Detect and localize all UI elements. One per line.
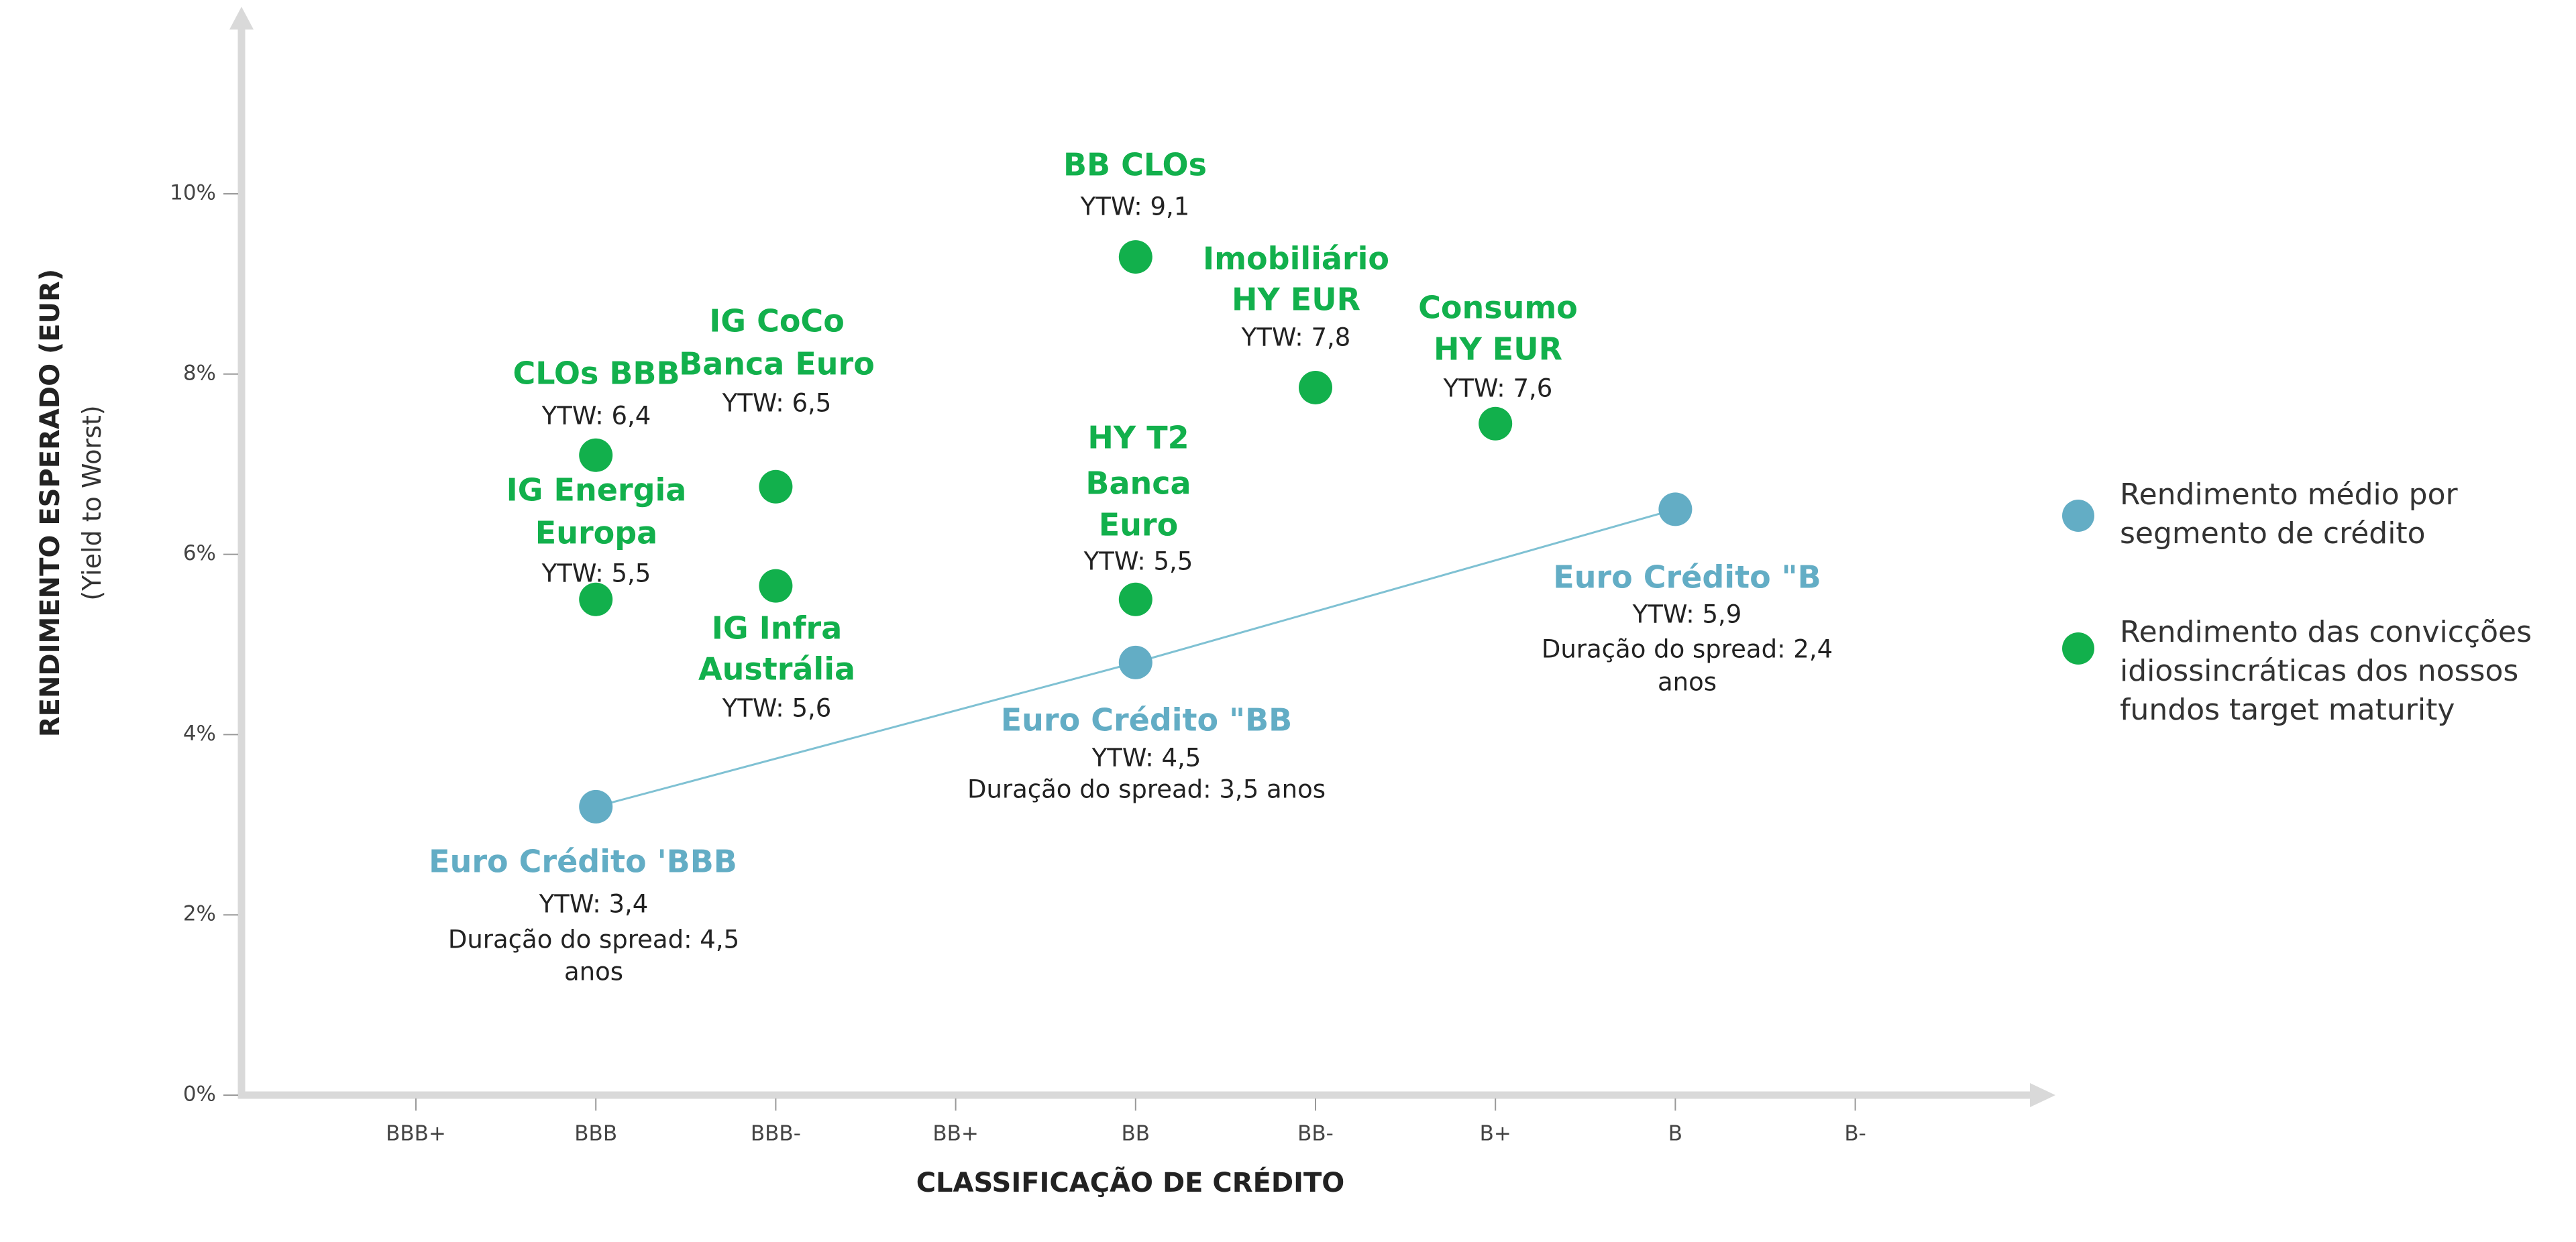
label-consumo-2: HY EUR xyxy=(1434,331,1562,368)
ytw-euro-credito-bbb: YTW: 3,4 xyxy=(539,890,649,919)
legend-label-blue-1: Rendimento médio por xyxy=(2120,477,2459,512)
x-tick-label: B+ xyxy=(1480,1122,1511,1146)
y-axis-subtitle: (Yield to Worst) xyxy=(77,405,107,600)
y-tick-label: 8% xyxy=(183,361,216,385)
x-axis-arrow xyxy=(2030,1083,2055,1107)
label-euro-credito-bb: Euro Crédito "BB xyxy=(1001,702,1293,738)
y-tick-label: 6% xyxy=(183,541,216,565)
legend-marker-green xyxy=(2062,632,2094,665)
x-tick-label: BB xyxy=(1122,1122,1150,1146)
label-hy-t2-3: Euro xyxy=(1099,507,1178,543)
average-yield-point xyxy=(1658,492,1693,526)
legend-label-green-2: idiossincráticas dos nossos xyxy=(2120,654,2518,688)
y-tick-label: 4% xyxy=(183,722,216,746)
ytw-bb-clos: YTW: 9,1 xyxy=(1080,192,1190,221)
legend: Rendimento médio por segmento de crédito… xyxy=(2062,477,2532,727)
conviction-yield-point xyxy=(579,582,613,616)
x-tick-label: BB- xyxy=(1297,1122,1334,1146)
ytw-euro-credito-bb: YTW: 4,5 xyxy=(1091,744,1201,773)
label-hy-t2: HY T2 xyxy=(1087,420,1189,456)
legend-label-blue-2: segmento de crédito xyxy=(2120,516,2426,551)
ytw-euro-credito-b: YTW: 5,9 xyxy=(1632,600,1742,629)
x-tick-label: BBB xyxy=(574,1122,617,1146)
data-points xyxy=(579,240,1693,824)
axes xyxy=(229,7,2055,1107)
label-bb-clos: BB CLOs xyxy=(1063,147,1207,183)
y-tick-label: 2% xyxy=(183,902,216,926)
label-euro-credito-bbb: Euro Crédito 'BBB xyxy=(429,844,737,880)
dur-euro-credito-bbb: Duração do spread: 4,5 xyxy=(448,925,739,954)
label-ig-infra-2: Austrália xyxy=(698,651,855,687)
label-ig-coco: IG CoCo xyxy=(709,303,845,339)
label-ig-energia-2: Europa xyxy=(535,515,657,551)
x-axis-title: CLASSIFICAÇÃO DE CRÉDITO xyxy=(916,1166,1345,1198)
x-tick-label: BBB+ xyxy=(386,1122,446,1146)
blue-labels: Euro Crédito 'BBB YTW: 3,4 Duração do sp… xyxy=(429,559,1833,986)
y-axis-title: RENDIMENTO ESPERADO (EUR) xyxy=(35,269,66,737)
label-imobiliario: Imobiliário xyxy=(1203,241,1389,277)
conviction-yield-point xyxy=(1118,582,1152,616)
ytw-consumo: YTW: 7,6 xyxy=(1443,374,1553,403)
label-imobiliario-2: HY EUR xyxy=(1232,282,1360,318)
legend-label-green-3: fundos target maturity xyxy=(2120,693,2455,727)
conviction-yield-point xyxy=(759,469,793,504)
x-tick-label: BBB- xyxy=(751,1122,801,1146)
y-tick-label: 0% xyxy=(183,1082,216,1107)
conviction-yield-point xyxy=(1479,406,1513,441)
legend-label-green-1: Rendimento das convicções xyxy=(2120,615,2532,649)
conviction-yield-point xyxy=(579,438,613,472)
y-ticks: 0% 2% 4% 6% 8% 10% xyxy=(170,181,238,1107)
dur-euro-credito-bbb-2: anos xyxy=(564,958,623,986)
x-tick-label: B xyxy=(1668,1122,1682,1146)
ytw-clos-bbb: YTW: 6,4 xyxy=(541,402,651,431)
ytw-ig-energia: YTW: 5,5 xyxy=(541,559,651,588)
legend-marker-blue xyxy=(2062,500,2094,532)
conviction-yield-point xyxy=(1299,370,1332,404)
x-ticks: BBB+ BBB BBB- BB+ BB BB- B+ B B- xyxy=(386,1098,1866,1146)
conviction-yield-point xyxy=(759,569,793,603)
average-yield-point xyxy=(1118,645,1152,679)
x-tick-label: B- xyxy=(1844,1122,1866,1146)
ytw-imobiliario: YTW: 7,8 xyxy=(1241,323,1351,352)
x-tick-label: BB+ xyxy=(932,1122,979,1146)
green-labels: CLOs BBB YTW: 6,4 IG Energia Europa YTW:… xyxy=(506,147,1578,723)
average-yield-point xyxy=(579,789,613,824)
y-axis-arrow xyxy=(229,7,254,30)
ytw-ig-infra: YTW: 5,6 xyxy=(722,694,832,723)
label-ig-infra: IG Infra xyxy=(712,610,843,646)
ytw-hy-t2: YTW: 5,5 xyxy=(1083,547,1193,576)
dur-euro-credito-b: Duração do spread: 2,4 xyxy=(1542,635,1833,664)
dur-euro-credito-bb: Duração do spread: 3,5 anos xyxy=(967,775,1326,804)
label-hy-t2-2: Banca xyxy=(1085,465,1191,502)
conviction-yield-point xyxy=(1118,240,1152,274)
y-tick-label: 10% xyxy=(170,181,216,205)
label-ig-energia: IG Energia xyxy=(506,472,687,508)
label-consumo: Consumo xyxy=(1418,290,1578,326)
dur-euro-credito-b-2: anos xyxy=(1658,668,1717,697)
label-clos-bbb: CLOs BBB xyxy=(513,355,680,392)
ytw-ig-coco: YTW: 6,5 xyxy=(722,389,832,418)
label-euro-credito-b: Euro Crédito "B xyxy=(1553,559,1821,596)
label-ig-coco-2: Banca Euro xyxy=(679,346,875,382)
